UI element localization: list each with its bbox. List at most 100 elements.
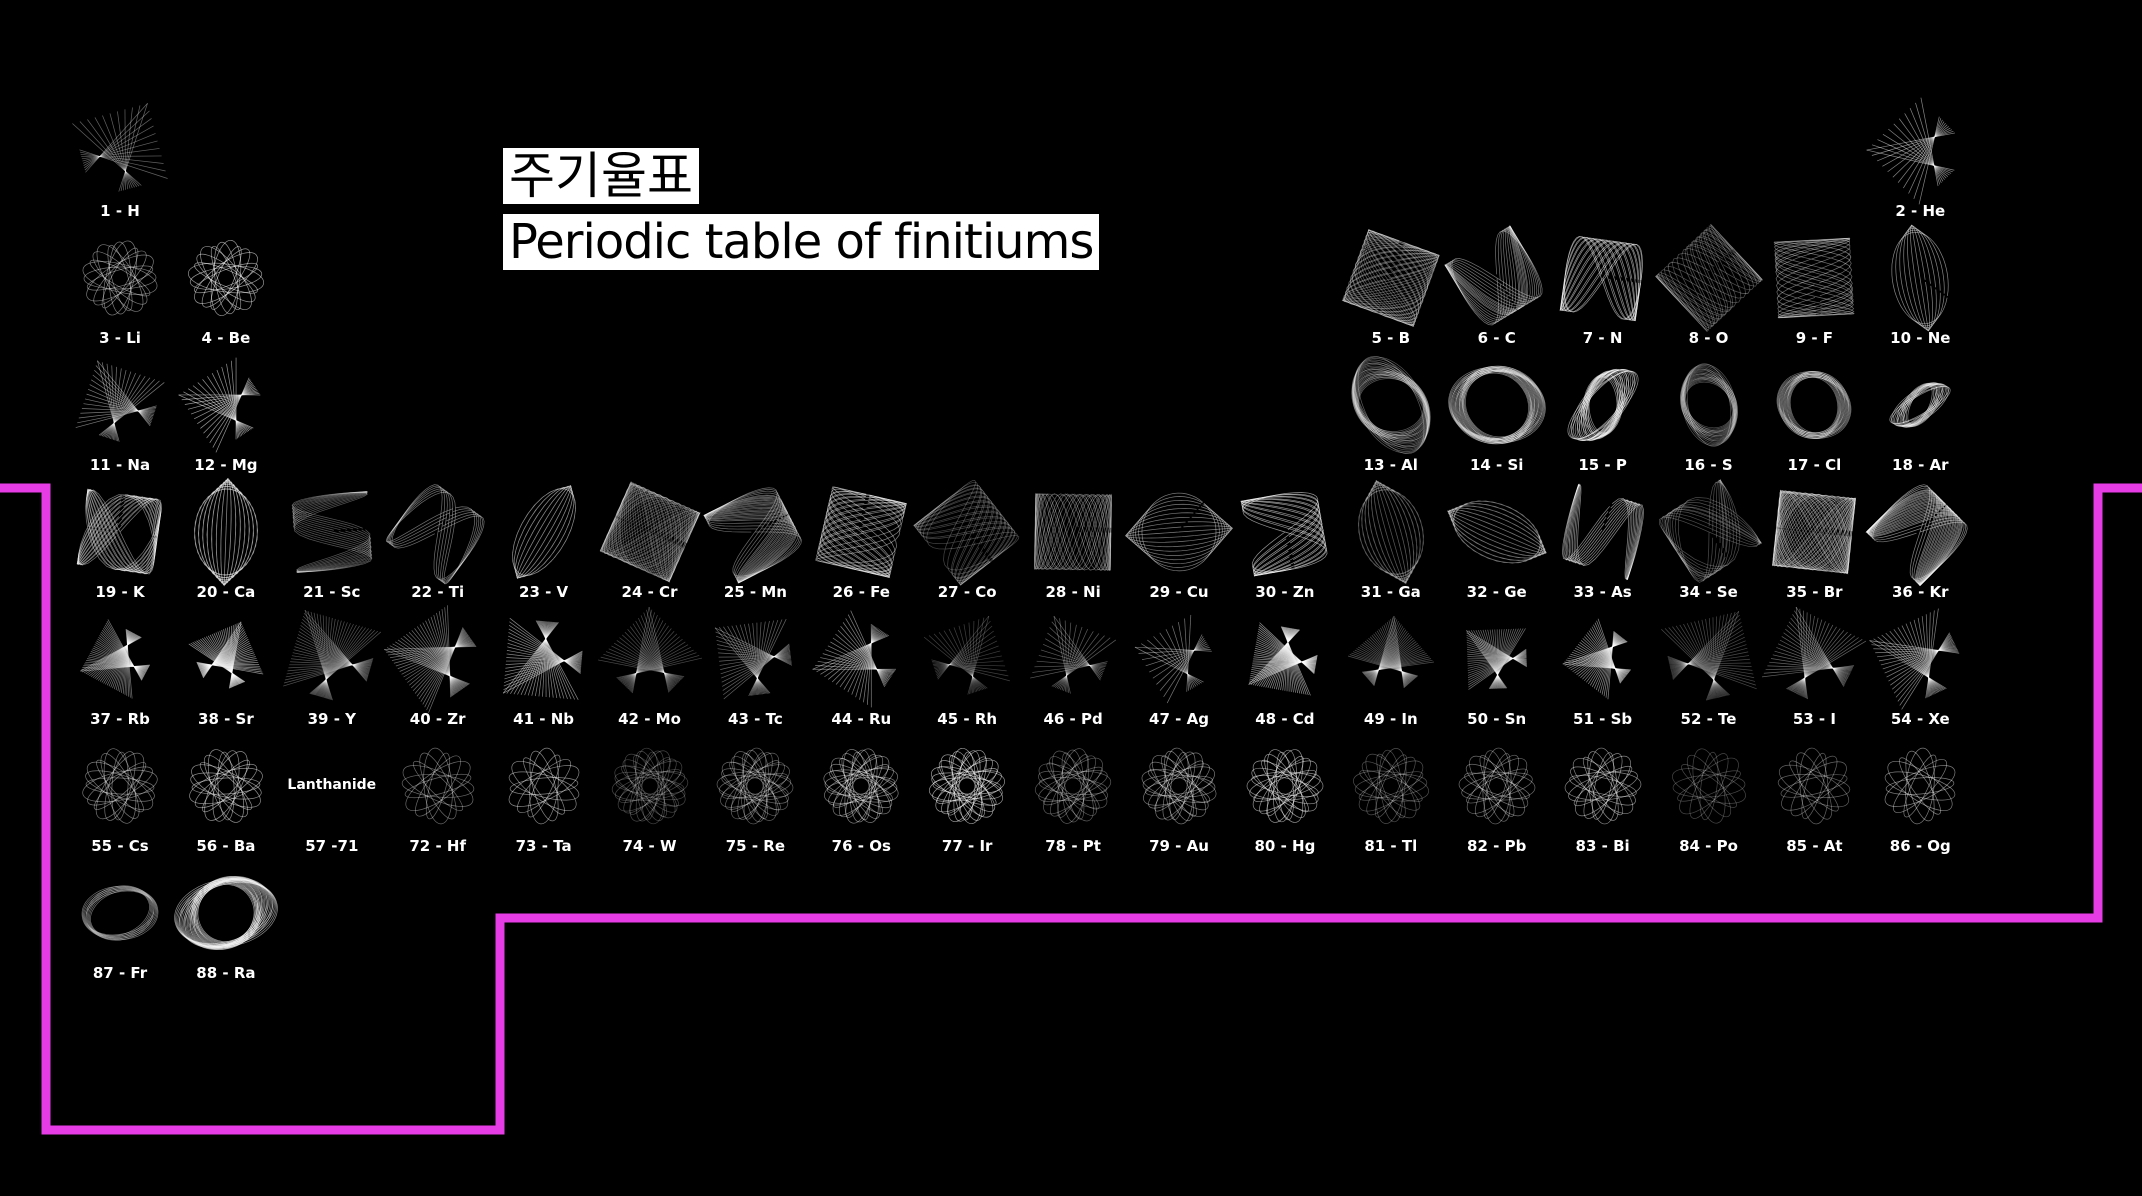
element-label: 16 - S: [1684, 456, 1733, 474]
element-label: 26 - Fe: [832, 583, 890, 601]
element-tile: 84 - Po: [1659, 739, 1759, 859]
finitium-figure: [1562, 618, 1631, 700]
element-label: 14 - Si: [1469, 456, 1524, 474]
element-label: 39 - Y: [307, 710, 356, 728]
element-tile: 10 - Ne: [1870, 224, 1970, 351]
finitium-figure: [1248, 622, 1318, 696]
element-label: 88 - Ra: [196, 964, 256, 982]
element-label: 6 - C: [1477, 329, 1516, 347]
element-label: 31 - Ga: [1360, 583, 1421, 601]
element-tile: 1 - H: [70, 103, 170, 224]
element-label: 79 - Au: [1149, 837, 1209, 855]
finitium-figure: [1777, 371, 1852, 439]
element-tile: 78 - Pt: [1023, 739, 1123, 859]
element-label: 43 - Tc: [728, 710, 783, 728]
element-label: 75 - Re: [725, 837, 786, 855]
element-label: 50 - Sn: [1467, 710, 1527, 728]
element-tile: 86 - Og: [1870, 739, 1970, 859]
finitium-figure: [80, 619, 150, 699]
element-label: 30 - Zn: [1255, 583, 1315, 601]
element-label: 85 - At: [1786, 837, 1843, 855]
element-tile: 24 - Cr: [599, 481, 701, 605]
element-label: 53 - I: [1792, 710, 1836, 728]
element-label: 15 - P: [1578, 456, 1627, 474]
finitium-figure: [924, 615, 1011, 695]
element-tile: 20 - Ca: [176, 477, 276, 605]
finitium-figure: [76, 488, 163, 575]
element-tile: 37 - Rb: [70, 612, 170, 732]
element-label: 7 - N: [1582, 329, 1623, 347]
element-label: 21 - Sc: [303, 583, 361, 601]
finitium-figure: [82, 748, 158, 824]
element-label: 34 - Se: [1679, 583, 1738, 601]
element-tile: 88 - Ra: [174, 866, 278, 986]
element-tile: 53 - I: [1762, 606, 1867, 732]
finitium-figure: [1357, 479, 1424, 585]
finitium-figure: [597, 606, 702, 694]
element-label: 47 - Ag: [1149, 710, 1209, 728]
element-tile: 7 - N: [1553, 231, 1653, 351]
element-tile: 26 - Fe: [811, 485, 911, 605]
element-label: 12 - Mg: [194, 456, 258, 474]
element-tile: 29 - Cu: [1125, 485, 1233, 605]
finitium-figure: [401, 747, 474, 825]
element-label: 29 - Cu: [1149, 583, 1209, 601]
finitium-figure: [1889, 382, 1951, 428]
element-tile: 38 - Sr: [176, 612, 276, 732]
finitium-figure: [75, 360, 165, 442]
element-tile: 34 - Se: [1658, 479, 1762, 605]
finitium-figure: [1567, 369, 1638, 441]
finitium-figure: [508, 747, 579, 825]
element-tile: 14 - Si: [1447, 358, 1547, 478]
element-tile: 52 - Te: [1659, 611, 1759, 732]
element-label: 27 - Co: [937, 583, 997, 601]
finitium-figure: [912, 480, 1020, 586]
element-label: 82 - Pb: [1467, 837, 1527, 855]
finitium-figure: [1447, 365, 1546, 445]
finitium-figure: [1239, 492, 1328, 577]
finitium-figure: [178, 357, 261, 453]
finitium-figure: [1125, 492, 1233, 572]
element-label: 81 - Tl: [1364, 837, 1418, 855]
element-label: 48 - Cd: [1255, 710, 1315, 728]
element-tile: 74 - W: [600, 739, 700, 859]
finitium-figure: [1773, 237, 1856, 319]
element-label: 56 - Ba: [196, 837, 256, 855]
element-tile: 25 - Mn: [703, 485, 805, 605]
element-tile: 2 - He: [1866, 97, 1970, 224]
finitium-figure: [715, 618, 793, 700]
finitium-figure: [815, 486, 908, 579]
finitium-figure: [81, 885, 159, 941]
element-tile: 36 - Kr: [1865, 484, 1970, 605]
title-korean: 주기율표: [503, 148, 699, 204]
element-label: 32 - Ge: [1466, 583, 1527, 601]
element-label: 24 - Cr: [621, 583, 678, 601]
element-tile: 21 - Sc: [282, 485, 382, 605]
element-tile: 30 - Zn: [1235, 485, 1335, 605]
element-tile: 73 - Ta: [494, 739, 594, 859]
finitium-figure: [1885, 747, 1956, 825]
finitium-figure: [291, 491, 373, 573]
element-tile: 79 - Au: [1129, 739, 1229, 859]
finitium-figure: [82, 240, 158, 316]
element-tile: 85 - At: [1764, 739, 1864, 859]
element-tile: 17 - Cl: [1764, 358, 1864, 478]
element-tile: 22 - Ti: [385, 484, 488, 605]
element-label: 55 - Cs: [91, 837, 149, 855]
element-label: 17 - Cl: [1787, 456, 1842, 474]
element-tile: 40 - Zr: [383, 605, 488, 732]
element-label: 51 - Sb: [1573, 710, 1633, 728]
element-tile: 43 - Tc: [705, 612, 805, 732]
element-tile: 55 - Cs: [70, 739, 170, 859]
element-tile: 45 - Rh: [917, 612, 1017, 732]
finitium-figure: [703, 487, 803, 584]
finitium-figure: [1564, 747, 1641, 825]
element-label: 41 - Nb: [513, 710, 575, 728]
finitium-figure: [188, 621, 264, 689]
element-tile: 56 - Ba: [176, 739, 276, 859]
finitium-figure: [383, 605, 476, 713]
element-tile: 19 - K: [70, 485, 170, 605]
finitium-figure: [1352, 748, 1429, 824]
finitium-figure: [1762, 606, 1867, 700]
finitium-figure: [189, 749, 263, 823]
